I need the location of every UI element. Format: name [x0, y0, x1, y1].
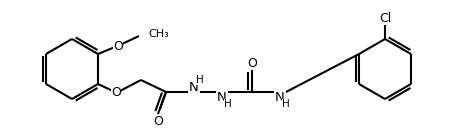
Text: N: N	[275, 91, 285, 104]
Text: O: O	[247, 56, 257, 70]
Text: N: N	[189, 80, 199, 94]
Text: O: O	[113, 39, 123, 52]
Text: H: H	[282, 99, 290, 109]
Text: O: O	[153, 115, 163, 128]
Text: H: H	[196, 75, 204, 85]
Text: H: H	[224, 99, 232, 109]
Text: N: N	[217, 91, 227, 104]
Text: CH₃: CH₃	[148, 29, 169, 39]
Text: O: O	[111, 86, 121, 99]
Text: Cl: Cl	[379, 11, 391, 25]
